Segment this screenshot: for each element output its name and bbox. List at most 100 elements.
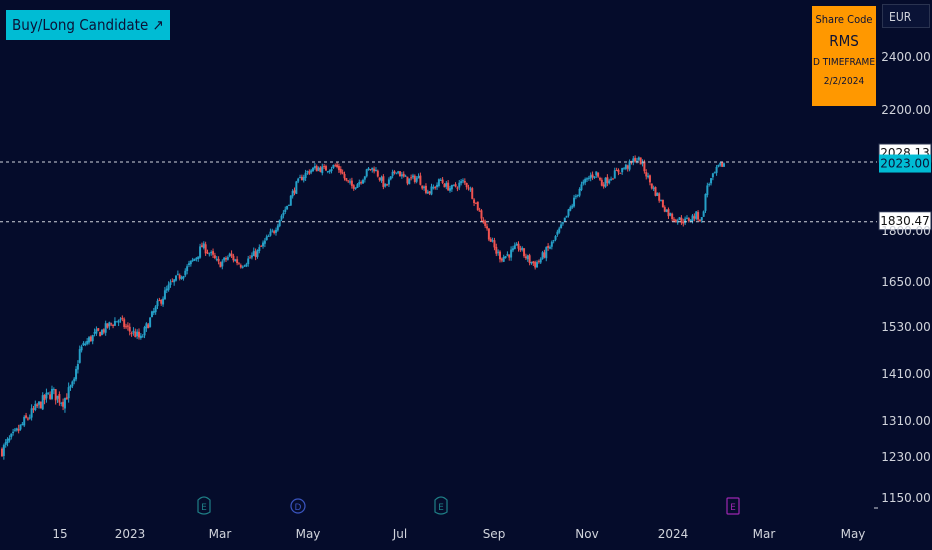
candle <box>436 184 439 188</box>
candle <box>262 242 265 247</box>
candle <box>484 221 487 226</box>
candle <box>2 445 5 456</box>
candle <box>421 185 424 189</box>
candle <box>587 177 590 179</box>
currency-selector[interactable]: EUR <box>882 4 930 28</box>
event-marker-future[interactable]: E <box>726 497 740 515</box>
event-marker-earnings[interactable]: E <box>434 496 448 515</box>
candle <box>634 157 637 162</box>
candle <box>145 323 148 329</box>
candle <box>711 173 714 178</box>
candle <box>45 392 48 399</box>
event-marker-earnings[interactable]: E <box>197 496 211 515</box>
candle <box>660 200 663 202</box>
candle <box>452 184 455 186</box>
candle <box>160 299 163 304</box>
candle <box>689 219 692 222</box>
candle <box>650 183 653 189</box>
candle <box>113 320 116 326</box>
candle <box>573 197 576 207</box>
candle <box>586 178 589 180</box>
candle <box>221 261 224 267</box>
candle <box>430 186 433 195</box>
candle <box>247 258 250 265</box>
candle <box>376 170 379 177</box>
candle <box>195 257 198 260</box>
candle <box>32 408 35 410</box>
candle <box>641 161 644 164</box>
candle <box>276 225 279 231</box>
candle <box>293 190 296 193</box>
candle <box>673 219 676 221</box>
candle <box>75 368 78 380</box>
candle <box>378 177 381 181</box>
candle <box>95 329 98 334</box>
share-code: RMS <box>829 32 859 50</box>
candle <box>534 262 537 268</box>
event-letter: D <box>295 503 302 513</box>
x-tick-label: Sep <box>483 527 506 541</box>
y-tick-label: 2400.00 <box>881 50 931 64</box>
candle <box>495 246 498 254</box>
candle <box>237 263 240 265</box>
candle <box>139 335 142 339</box>
candle <box>415 178 418 182</box>
candle <box>358 181 361 185</box>
candle <box>569 207 572 211</box>
earnings-icon <box>197 496 211 515</box>
candle <box>561 222 564 224</box>
candle <box>589 175 592 179</box>
candle <box>545 247 548 259</box>
candle <box>615 169 618 171</box>
candle <box>330 168 333 172</box>
candle <box>167 284 170 290</box>
candle <box>632 158 635 163</box>
candle <box>410 177 413 179</box>
candle <box>608 180 611 184</box>
candle <box>243 265 246 267</box>
candle <box>193 258 196 261</box>
candle <box>65 397 68 400</box>
candle <box>47 392 50 394</box>
event-marker-dividend[interactable]: D <box>290 498 306 514</box>
candle <box>687 218 690 221</box>
candle <box>715 166 718 173</box>
candle <box>8 438 11 441</box>
candle <box>258 247 261 251</box>
candle <box>600 179 603 186</box>
candle <box>530 262 533 264</box>
candle <box>312 167 315 172</box>
candle <box>141 336 144 338</box>
candle <box>130 332 133 334</box>
candle <box>708 184 711 186</box>
candle <box>134 331 137 338</box>
candle <box>671 213 674 220</box>
candle <box>12 431 15 434</box>
candle <box>717 164 720 167</box>
event-letter: E <box>438 503 444 513</box>
candle <box>136 331 139 337</box>
candle <box>36 404 39 407</box>
candle <box>537 261 540 263</box>
candle <box>460 181 463 184</box>
candle <box>487 228 490 240</box>
candle <box>721 162 724 167</box>
candle <box>302 177 305 181</box>
candle <box>598 177 601 180</box>
candle <box>108 322 111 327</box>
candle <box>684 218 687 224</box>
candle <box>86 340 89 344</box>
candle <box>73 378 76 382</box>
candle <box>147 324 150 329</box>
event-letter: E <box>730 503 736 513</box>
candle <box>56 395 59 399</box>
candle <box>10 433 13 438</box>
y-tick-label: 1310.00 <box>881 414 931 428</box>
candle <box>204 244 207 254</box>
candle <box>228 253 231 257</box>
candle <box>88 337 91 343</box>
candle <box>67 387 70 399</box>
candle <box>191 259 194 261</box>
candle <box>526 255 529 260</box>
